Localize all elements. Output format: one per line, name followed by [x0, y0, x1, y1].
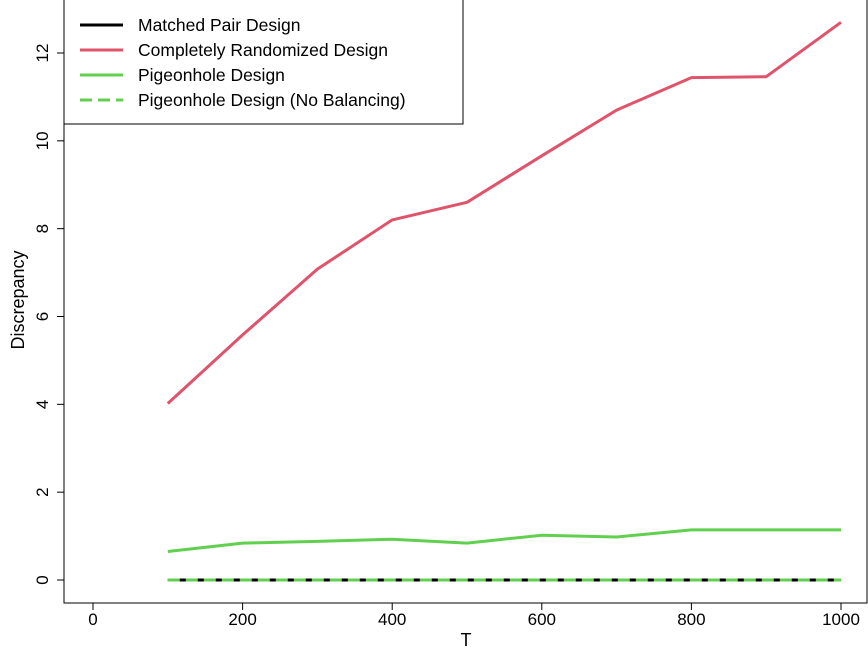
- x-axis: 0 200 400 600 800 1000: [88, 602, 860, 629]
- y-tick-label: 8: [33, 224, 52, 233]
- legend-label: Pigeonhole Design: [138, 65, 285, 85]
- legend-item-matched-pair: Matched Pair Design: [80, 15, 300, 35]
- series-layer: [166, 21, 842, 582]
- x-tick-label: 0: [88, 610, 97, 629]
- y-axis: 0 2 4 6 8 10 12: [33, 44, 65, 585]
- y-tick-label: 10: [33, 131, 52, 150]
- y-tick-label: 2: [33, 487, 52, 496]
- legend-label: Pigeonhole Design (No Balancing): [138, 90, 406, 110]
- x-tick-label: 1000: [822, 610, 860, 629]
- legend-box: [63, 0, 464, 125]
- series-line-completely-randomized: [166, 21, 842, 405]
- legend-item-pigeonhole-no-balancing: Pigeonhole Design (No Balancing): [80, 90, 406, 110]
- y-tick-label: 6: [33, 312, 52, 321]
- series-line-pigeonhole: [167, 528, 841, 553]
- x-tick-label: 200: [228, 610, 256, 629]
- x-tick-label: 800: [677, 610, 705, 629]
- legend-label: Matched Pair Design: [138, 15, 300, 35]
- y-tick-label: 4: [33, 400, 52, 409]
- x-tick-label: 400: [378, 610, 406, 629]
- legend-item-pigeonhole: Pigeonhole Design: [80, 65, 285, 85]
- y-tick-label: 12: [33, 44, 52, 63]
- legend-item-completely-randomized: Completely Randomized Design: [80, 40, 388, 60]
- y-tick-label: 0: [33, 575, 52, 584]
- y-axis-title: Discrepancy: [8, 250, 28, 349]
- legend: Matched Pair Design Completely Randomized…: [63, 0, 464, 125]
- x-tick-label: 600: [528, 610, 556, 629]
- legend-label: Completely Randomized Design: [138, 40, 388, 60]
- x-axis-title: T: [461, 630, 472, 650]
